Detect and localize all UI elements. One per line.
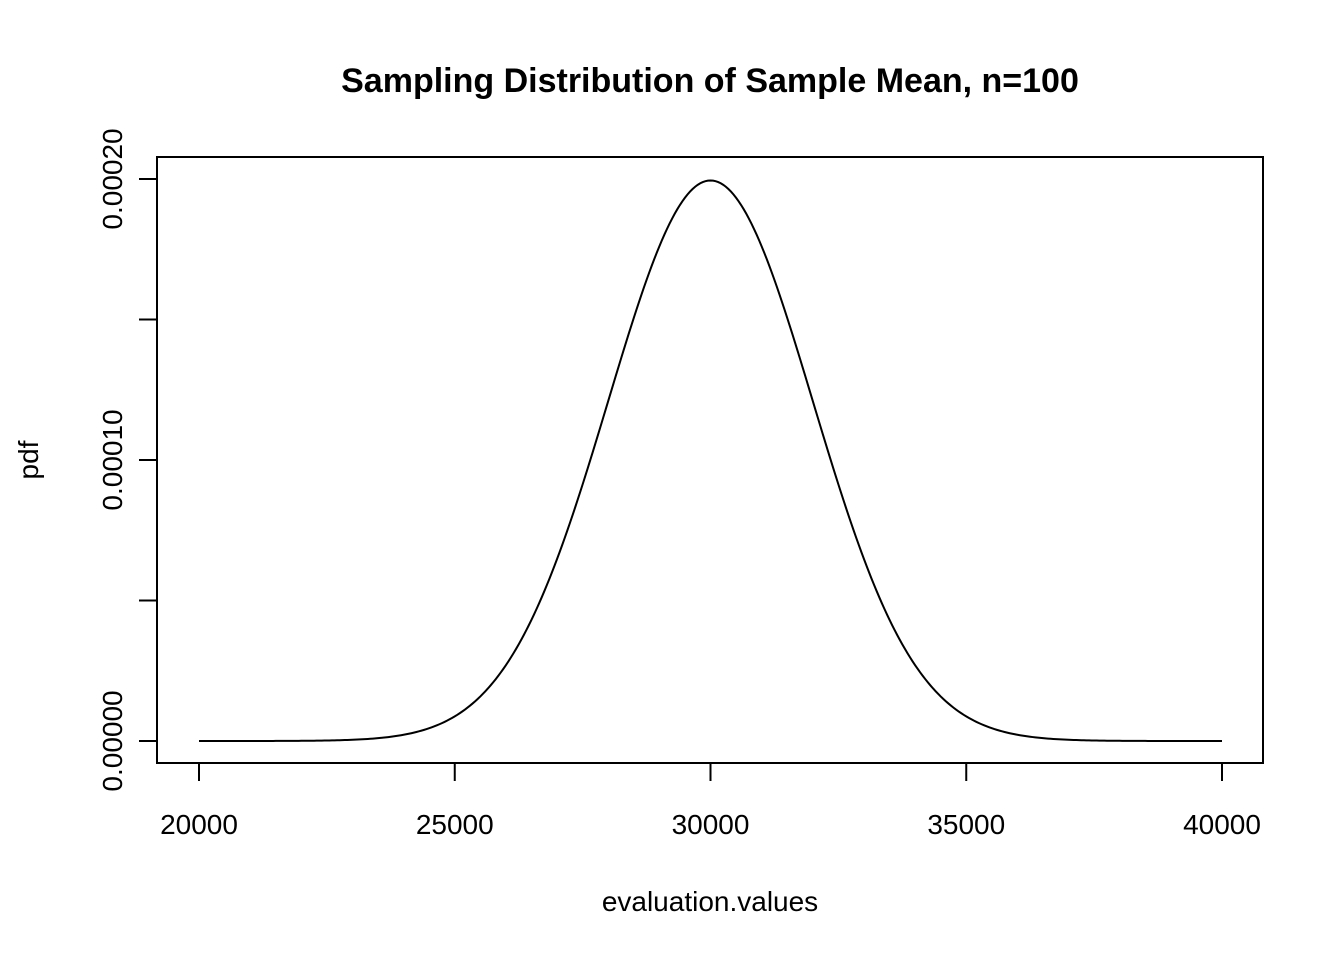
x-tick-label: 30000 [672,809,750,840]
x-axis-label: evaluation.values [602,886,818,917]
x-axis: 20000 25000 30000 35000 40000 [160,762,1261,840]
y-tick-label: 0.00010 [97,409,128,510]
chart-title: Sampling Distribution of Sample Mean, n=… [341,62,1079,100]
x-tick-label: 35000 [927,809,1005,840]
x-tick-label: 20000 [160,809,238,840]
y-tick-label: 0.00020 [97,128,128,229]
x-tick-label: 40000 [1183,809,1261,840]
y-axis: 0.00000 0.00010 0.00020 [97,128,158,792]
y-tick-label: 0.00000 [97,690,128,791]
plot-frame [156,156,1264,764]
series-line-pdf [199,179,1222,742]
y-axis-label: pdf [13,440,44,479]
x-tick-label: 25000 [416,809,494,840]
